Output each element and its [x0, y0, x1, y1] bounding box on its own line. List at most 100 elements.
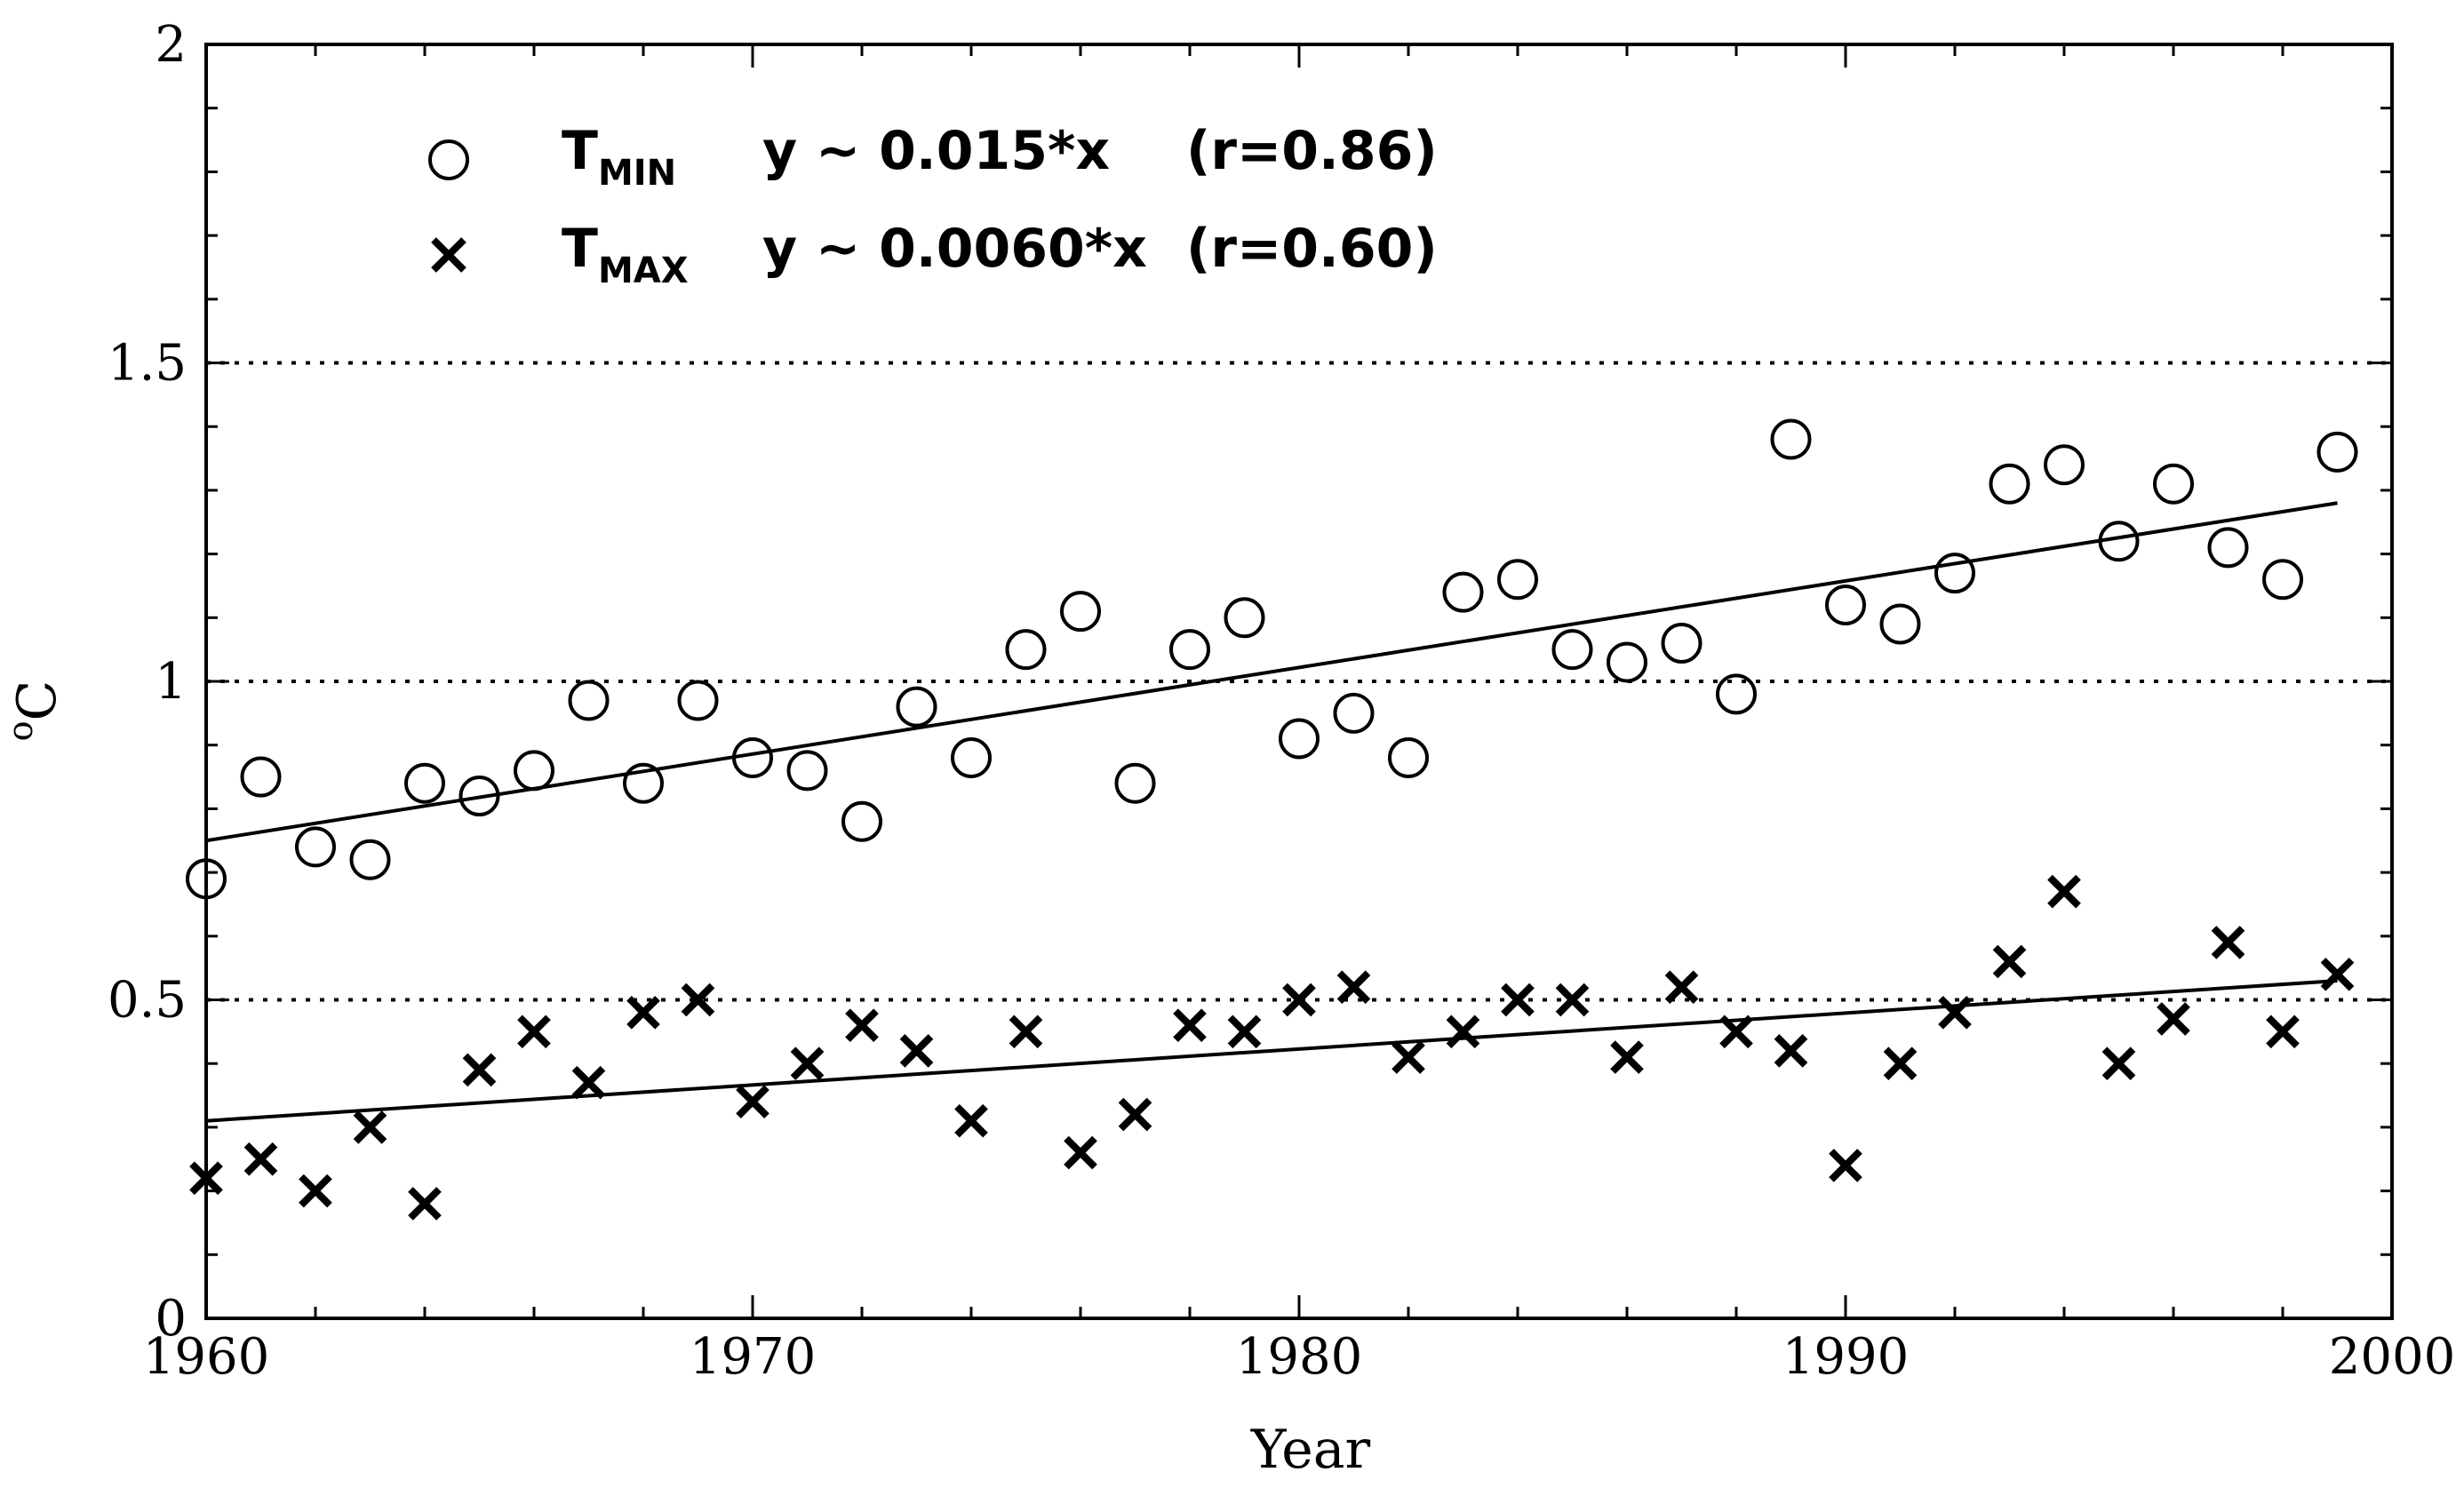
legend-fit-tmin: y ~ 0.015*x: [762, 120, 1110, 182]
point-tmax: [626, 996, 660, 1030]
trend-line-tmin: [205, 501, 2338, 843]
point-tmax: [1173, 1008, 1207, 1043]
point-tmax: [736, 1085, 770, 1119]
point-tmax: [1227, 1015, 1262, 1049]
point-tmin: [2044, 444, 2085, 486]
point-tmax: [1938, 996, 1972, 1030]
point-tmax: [243, 1142, 278, 1176]
point-tmin: [1497, 559, 1538, 601]
trend-line-tmax: [205, 978, 2338, 1123]
y-tick-label: 1: [155, 653, 187, 711]
point-tmin: [1388, 737, 1429, 779]
point-tmax: [1501, 983, 1535, 1017]
legend-fit-tmax: y ~ 0.0060*x: [762, 218, 1147, 280]
point-tmax: [1282, 983, 1316, 1017]
legend-label-tmax: TMAX: [562, 218, 689, 291]
point-tmax: [1555, 983, 1590, 1017]
point-tmin: [786, 750, 828, 792]
point-tmin: [1442, 571, 1484, 613]
y-tick-label: 0.5: [108, 972, 187, 1030]
y-tick-label: 2: [155, 16, 187, 74]
point-tmax: [681, 983, 715, 1017]
point-tmax: [1774, 1034, 1808, 1068]
point-tmin: [568, 680, 610, 721]
point-tmin: [2153, 463, 2194, 505]
point-tmax: [408, 1187, 442, 1221]
legend-label-tmin: TMIN: [562, 120, 676, 194]
point-tmin: [896, 686, 937, 728]
point-tmin: [1770, 418, 1812, 460]
axis-ticks: 1960 1970 1980 1990 2000 0 0.5 1 1.5 2: [108, 16, 2455, 1386]
point-tmin: [2098, 521, 2140, 562]
trend-lines: [205, 501, 2338, 1123]
point-tmax: [1446, 1015, 1480, 1049]
legend-entry-tmin: TMIN y ~ 0.015*x (r=0.86): [428, 120, 1438, 194]
point-tmax: [2266, 1015, 2300, 1049]
x-tick-label: 1980: [1236, 1328, 1363, 1386]
point-tmax: [1336, 970, 1371, 1004]
y-axis-title: oC: [1, 680, 68, 742]
point-tmin: [677, 680, 719, 721]
point-tmax: [517, 1015, 551, 1049]
y-tick-label: 0: [155, 1290, 187, 1348]
point-tmin: [2262, 559, 2303, 601]
point-tmax: [353, 1110, 387, 1144]
point-tmax: [2320, 957, 2355, 991]
point-tmin: [1005, 629, 1047, 671]
point-tmax: [1664, 970, 1699, 1004]
point-tmin: [2207, 527, 2249, 569]
x-axis-title: Year: [1250, 1419, 1371, 1481]
x-tick-label: 1960: [143, 1328, 270, 1386]
point-tmin: [1934, 553, 1975, 594]
x-tick-label: 2000: [2329, 1328, 2456, 1386]
point-tmin: [1279, 718, 1320, 760]
point-tmax: [899, 1034, 934, 1068]
point-tmin: [841, 800, 882, 842]
point-tmin: [1716, 673, 1757, 715]
point-tmax: [1719, 1015, 1753, 1049]
point-tmax: [2211, 926, 2245, 959]
point-tmin: [2316, 431, 2358, 473]
point-tmax: [1610, 1040, 1644, 1074]
x-tick-label: 1970: [690, 1328, 817, 1386]
point-tmax: [1391, 1040, 1425, 1074]
point-tmin: [1607, 641, 1647, 683]
point-tmin: [404, 762, 445, 804]
legend-x-marker: [431, 237, 466, 273]
point-tmin: [349, 839, 391, 880]
point-tmax: [1009, 1015, 1043, 1049]
point-tmax: [462, 1053, 497, 1087]
point-tmax: [954, 1103, 988, 1138]
legend-r-tmin: (r=0.86): [1186, 120, 1438, 182]
point-tmin: [1551, 629, 1593, 671]
legend-circle-marker: [428, 139, 469, 180]
point-tmax: [1992, 944, 2027, 979]
point-tmin: [514, 750, 554, 792]
point-tmin: [1989, 463, 2030, 505]
point-tmin: [459, 776, 500, 817]
y-tick-label: 1.5: [108, 335, 187, 393]
point-tmax: [2157, 1002, 2190, 1036]
data-points: [186, 418, 2358, 1221]
legend-r-tmax: (r=0.60): [1186, 218, 1438, 280]
point-tmin: [295, 826, 336, 868]
point-tmax: [2047, 874, 2081, 909]
legend: TMIN y ~ 0.015*x (r=0.86) TMAX y ~ 0.006…: [428, 120, 1438, 291]
point-tmax: [299, 1174, 332, 1208]
point-tmin: [951, 737, 992, 779]
point-tmin: [1060, 591, 1101, 633]
point-tmax: [845, 1008, 879, 1043]
legend-entry-tmax: TMAX y ~ 0.0060*x (r=0.60): [431, 218, 1438, 291]
point-tmax: [571, 1065, 606, 1100]
point-tmin: [1169, 629, 1210, 671]
point-tmax: [790, 1046, 825, 1081]
point-tmax: [1883, 1046, 1918, 1081]
point-tmax: [1118, 1097, 1152, 1132]
x-tick-label: 1990: [1782, 1328, 1910, 1386]
point-tmin: [1114, 762, 1156, 804]
point-tmax: [1064, 1135, 1097, 1170]
point-tmax: [1829, 1149, 1862, 1182]
point-tmin: [732, 737, 773, 779]
